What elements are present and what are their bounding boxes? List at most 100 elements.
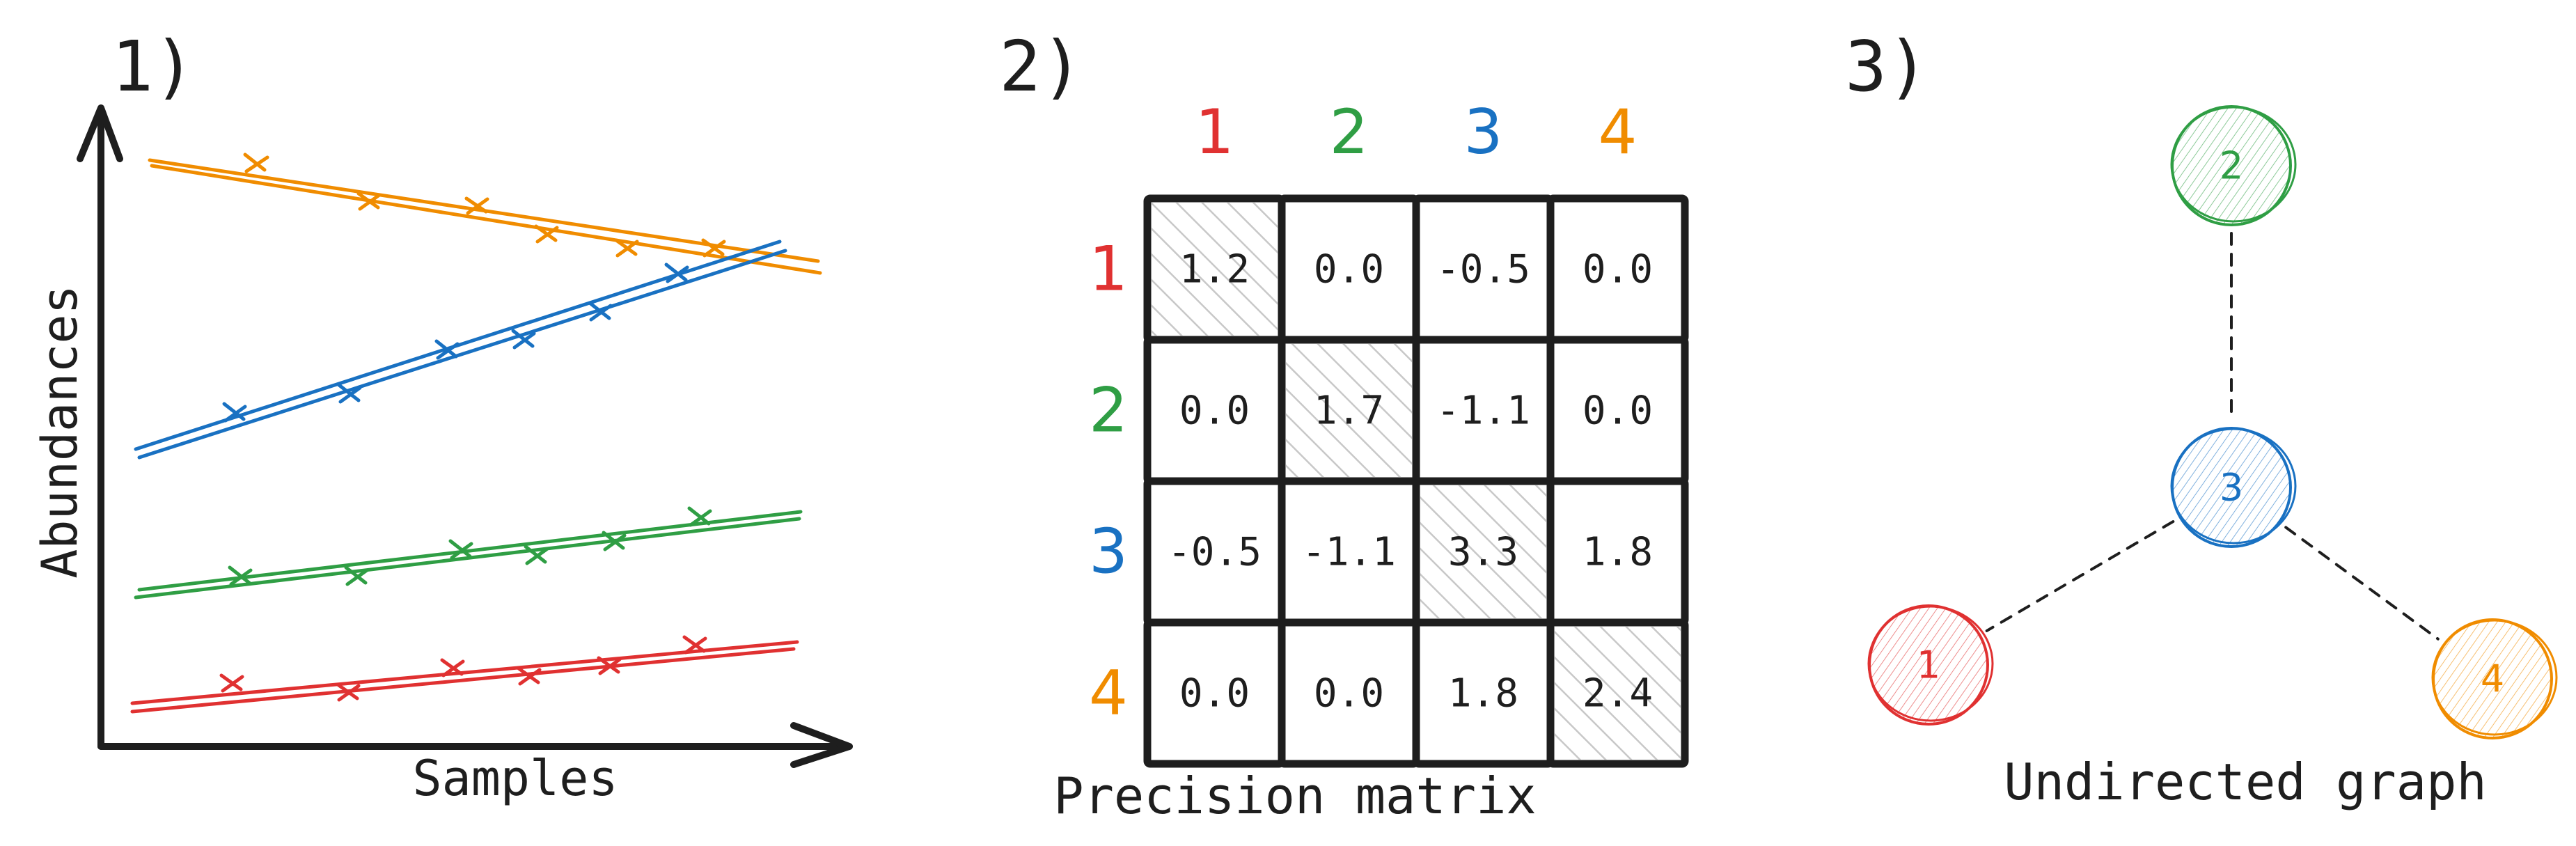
cell-value: -0.5 [1436, 247, 1530, 292]
column-header-4: 4 [1599, 96, 1638, 168]
cell-value: 0.0 [1314, 247, 1384, 292]
cell-value: 0.0 [1179, 671, 1250, 716]
data-point [534, 224, 559, 244]
plot-axes [77, 104, 853, 768]
undirected-graph-caption: Undirected graph [2004, 753, 2487, 811]
edge-3-4 [2284, 526, 2440, 641]
data-point [219, 673, 244, 693]
panel-2-precision-matrix: 2) 1 2 3 4 1 2 3 4 1.2 0.0 -0.5 0.0 0.0 1.7 -1.1 0.0 -… [999, 26, 1689, 825]
data-point [682, 635, 707, 655]
column-header-1: 1 [1195, 96, 1234, 168]
data-point [701, 238, 726, 258]
node-label: 1 [1917, 643, 1940, 687]
series-2-points [228, 506, 712, 586]
data-point [517, 666, 542, 686]
precision-matrix-caption: Precision matrix [1053, 767, 1537, 825]
x-axis-label: Samples [412, 750, 618, 807]
series-2-fit-line-shadow [134, 517, 801, 600]
series-4-orange [148, 152, 822, 275]
matrix-cell: 0.0 [1278, 618, 1420, 768]
data-point [511, 329, 536, 350]
matrix-cell: 0.0 [1278, 194, 1420, 344]
diagonal-hatch [1286, 344, 1412, 477]
cell-value: 3.3 [1448, 530, 1518, 575]
column-headers: 1 2 3 4 [1195, 96, 1638, 168]
panel-3-undirected-graph: 3) 1 2 3 4 Undirected graph [1845, 26, 2558, 811]
diagonal-hatch [1152, 203, 1278, 336]
graph-node-4: 4 [2431, 618, 2558, 739]
matrix-cell: 1.8 [1546, 477, 1689, 627]
matrix-cell: 0.0 [1546, 336, 1689, 485]
edge-3-1 [1985, 520, 2175, 632]
data-point [602, 531, 627, 551]
data-point [243, 152, 269, 173]
matrix-cell: -0.5 [1412, 194, 1555, 344]
column-header-3: 3 [1464, 96, 1503, 168]
data-point [440, 658, 465, 677]
column-header-2: 2 [1330, 96, 1369, 168]
series-4-points [243, 152, 726, 258]
series-1-fit-line-shadow [130, 647, 796, 714]
diagonal-hatch [1420, 485, 1546, 618]
data-point [337, 383, 362, 404]
node-outline-sketch [2431, 619, 2558, 736]
x-axis-arrowhead [790, 722, 853, 768]
data-point [222, 402, 247, 423]
series-1-fit-line [130, 640, 799, 705]
row-header-3: 3 [1089, 516, 1128, 588]
cell-value: 2.4 [1582, 671, 1653, 716]
cell-value: 1.2 [1179, 247, 1250, 292]
data-point [344, 565, 369, 586]
node-outline-sketch [2170, 428, 2297, 545]
matrix-cell: 1.7 [1278, 336, 1420, 485]
data-point [597, 656, 622, 675]
cell-border [1546, 618, 1689, 768]
node-outline-sketch [1867, 605, 1994, 722]
graph-node-2: 2 [2170, 105, 2297, 226]
node-fill [1869, 606, 1988, 724]
panel-3-label: 3) [1845, 26, 1929, 107]
cell-value: 0.0 [1179, 389, 1250, 434]
data-point [687, 506, 712, 527]
series-1-red [130, 635, 799, 714]
panel-1-scatter-plot: 1) Samples Abundances [31, 26, 853, 807]
matrix-cell: 1.8 [1412, 618, 1555, 768]
data-point [448, 539, 473, 560]
cell-value: -0.5 [1168, 530, 1262, 575]
data-point [228, 565, 253, 586]
data-point [336, 682, 361, 702]
graph-node-1: 1 [1867, 604, 1994, 726]
cell-value: 0.0 [1582, 247, 1653, 292]
series-3-points [222, 263, 689, 423]
node-fill [2172, 107, 2291, 225]
graph-edges [1985, 232, 2440, 641]
series-3-blue [134, 240, 787, 460]
y-axis-arrowhead [77, 104, 123, 162]
matrix-grid: 1.2 0.0 -0.5 0.0 0.0 1.7 -1.1 0.0 -0.5 -1.1 3.3 1.8… [1143, 194, 1689, 768]
series-1-points [219, 635, 707, 702]
series-4-fit-line-shadow [150, 164, 822, 275]
node-fill [2172, 428, 2291, 547]
row-headers: 1 2 3 4 [1089, 233, 1128, 729]
cell-value: 0.0 [1582, 389, 1653, 434]
panel-2-label: 2) [999, 26, 1083, 107]
data-point [434, 339, 460, 360]
matrix-cell: 1.2 [1143, 194, 1286, 344]
cell-value: 1.7 [1314, 389, 1384, 434]
data-point [524, 545, 549, 565]
cell-value: 0.0 [1314, 671, 1384, 716]
matrix-cell: 0.0 [1143, 336, 1286, 485]
node-label: 3 [2220, 466, 2243, 510]
node-fill [2433, 620, 2552, 738]
node-label: 2 [2220, 144, 2243, 188]
cell-value: 1.8 [1582, 530, 1653, 575]
panel-1-label: 1) [111, 26, 195, 107]
data-point [588, 301, 613, 322]
matrix-cell: -1.1 [1278, 477, 1420, 627]
matrix-cell: 0.0 [1546, 194, 1689, 344]
data-point [614, 238, 639, 258]
node-outline-sketch [2170, 106, 2297, 223]
matrix-cell: -0.5 [1143, 477, 1286, 627]
graph-nodes: 1 2 3 4 [1867, 105, 2558, 739]
